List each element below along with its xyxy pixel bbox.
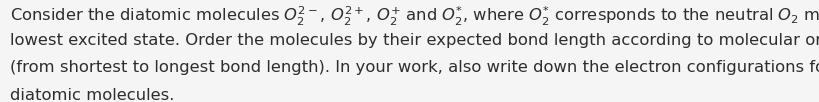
Text: (from shortest to longest bond length). In your work, also write down the electr: (from shortest to longest bond length). …: [10, 60, 819, 75]
Text: diatomic molecules.: diatomic molecules.: [10, 88, 174, 102]
Text: lowest excited state. Order the molecules by their expected bond length accordin: lowest excited state. Order the molecule…: [10, 33, 819, 48]
Text: Consider the diatomic molecules $O_2^{2-}$, $O_2^{2+}$, $O_2^{+}$ and $O_2^{*}$,: Consider the diatomic molecules $O_2^{2-…: [10, 5, 819, 28]
